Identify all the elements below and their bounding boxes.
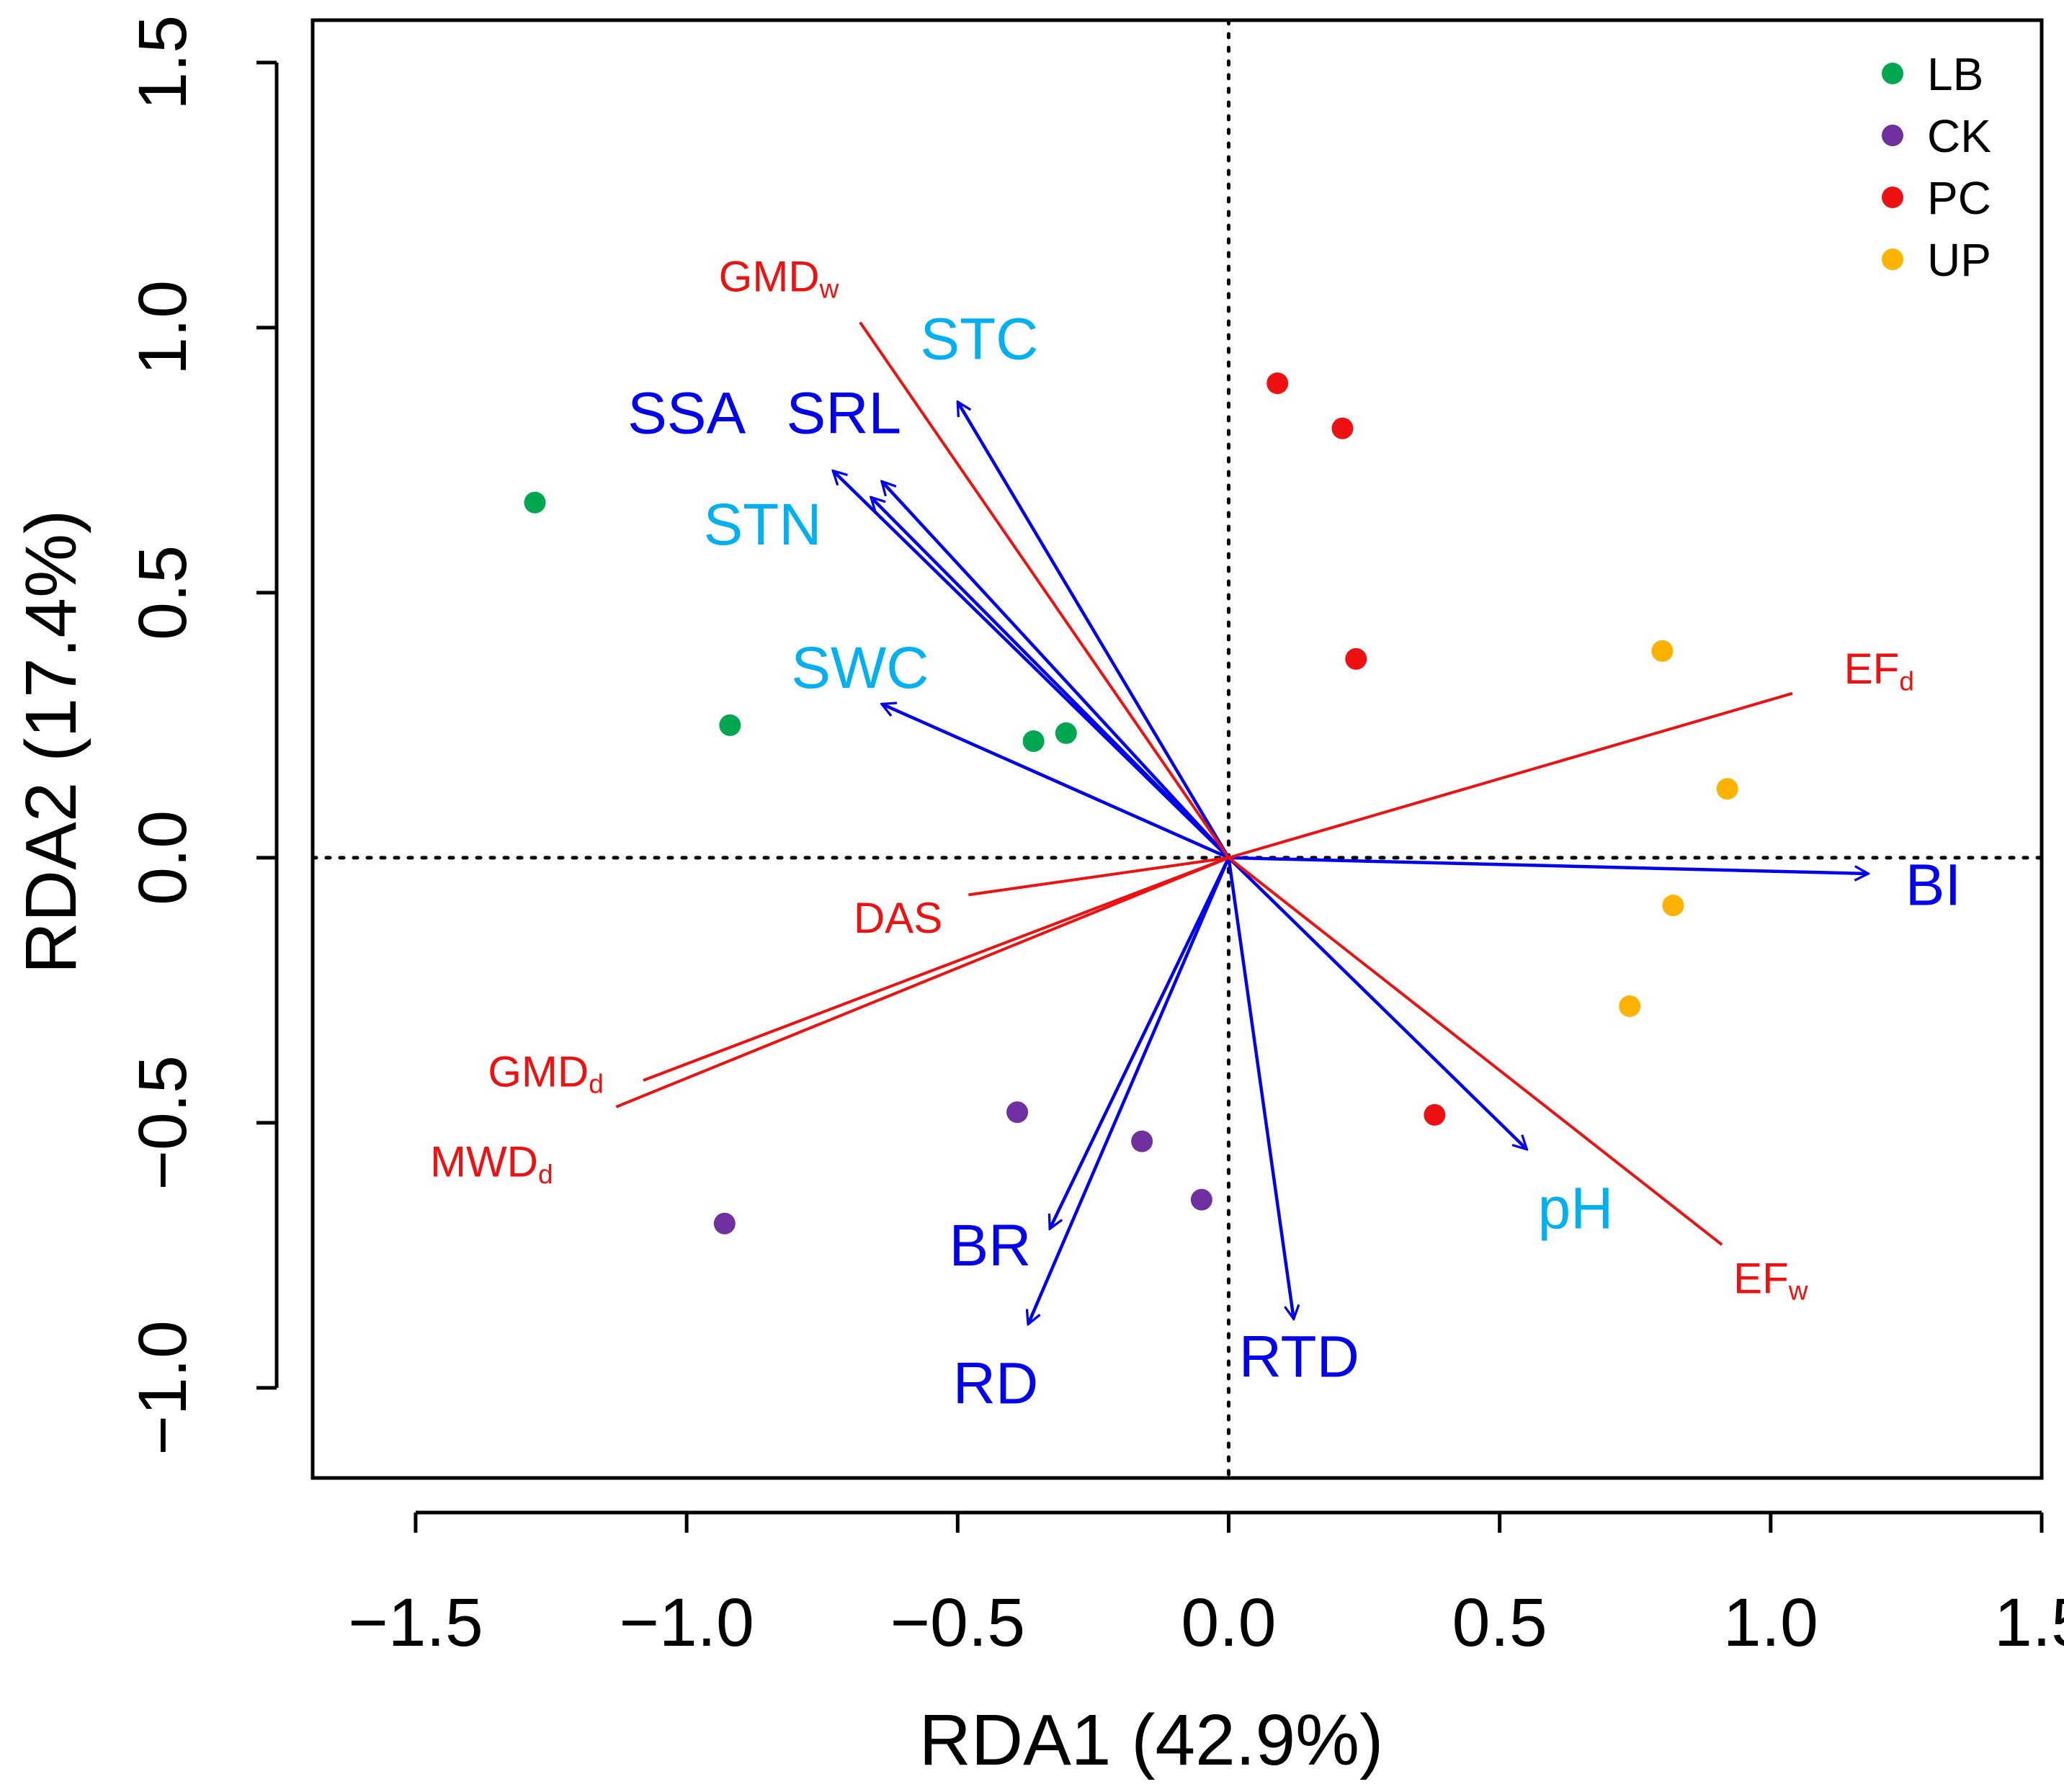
point-CK-1	[713, 1212, 736, 1235]
vector-GMDd	[643, 856, 1230, 1082]
plot-frame	[311, 18, 2044, 1480]
y-tick-label: −1.0	[125, 1320, 201, 1456]
x-axis-title: RDA1 (42.9%)	[919, 1700, 1384, 1780]
vector-RD	[1028, 856, 1230, 1325]
vector-STC	[956, 402, 1230, 859]
y-tick-label: 1.0	[125, 280, 201, 375]
x-axis: −1.5 −1.0 −0.5 0.0 0.5 1.0 1.5	[348, 1510, 2064, 1661]
legend-marker-CK	[1882, 125, 1903, 146]
legend-marker-UP	[1882, 248, 1903, 270]
label-EFw-subscript: w	[1788, 1276, 1808, 1305]
point-LB-1	[524, 491, 546, 514]
label-MWDd-subscript: d	[538, 1160, 553, 1189]
label-BR: BR	[949, 1213, 1031, 1278]
vector-BI	[1228, 856, 1868, 874]
y-tick-label: 0.0	[125, 810, 201, 905]
label-GMDd-subscript: d	[589, 1069, 604, 1098]
legend-marker-LB	[1882, 63, 1903, 84]
sample-points	[524, 372, 1738, 1235]
x-tick-label: 1.5	[1994, 1585, 2064, 1661]
vector-STN	[833, 471, 1230, 859]
label-STN: STN	[703, 492, 821, 557]
legend: LB CK PC UP	[1882, 48, 1991, 286]
y-tick-label: 1.5	[125, 15, 201, 110]
label-EFd-subscript: d	[1899, 666, 1914, 696]
label-pH: pH	[1538, 1176, 1614, 1242]
vector-pH	[1227, 856, 1527, 1150]
point-LB-4	[1055, 722, 1077, 744]
label-EFd: EFd	[1844, 645, 1914, 696]
point-UP-2	[1716, 778, 1738, 800]
label-SRL: SRL	[787, 381, 902, 447]
label-SWC: SWC	[791, 635, 929, 701]
vector-DAS	[968, 856, 1229, 897]
x-tick-label: −1.5	[348, 1585, 483, 1661]
label-STC: STC	[920, 307, 1038, 372]
point-CK-3	[1131, 1130, 1153, 1152]
label-RTD: RTD	[1239, 1325, 1359, 1390]
vector-SWC	[882, 704, 1230, 859]
y-axis-title: RDA2 (17.4%)	[11, 510, 91, 975]
point-UP-4	[1619, 995, 1641, 1017]
legend-label-LB: LB	[1927, 48, 1983, 100]
reference-lines	[313, 20, 2042, 1478]
x-tick-label: 0.0	[1181, 1585, 1276, 1661]
point-UP-1	[1651, 640, 1674, 662]
y-axis: −1.0 −0.5 0.0 0.5 1.0 1.5	[125, 15, 279, 1456]
point-PC-4	[1424, 1103, 1446, 1126]
vector-labels: STC SRL SSA STN SWC BI pH RTD BR RD GMDw EFd EFw DAS G…	[430, 252, 1961, 1416]
vector-EFw	[1228, 856, 1723, 1246]
x-tick-label: 1.0	[1723, 1585, 1818, 1661]
label-RD: RD	[953, 1351, 1038, 1417]
vector-GMDw	[859, 321, 1230, 859]
vector-MWDd	[615, 856, 1230, 1108]
label-SSA: SSA	[627, 381, 746, 447]
vector-EFd	[1228, 691, 1793, 859]
point-CK-2	[1006, 1101, 1029, 1124]
x-tick-label: −0.5	[890, 1585, 1026, 1661]
label-BI: BI	[1906, 853, 1961, 918]
legend-label-UP: UP	[1927, 234, 1991, 286]
label-GMDw-subscript: w	[819, 274, 839, 303]
point-UP-3	[1662, 895, 1684, 917]
x-tick-label: 0.5	[1452, 1585, 1547, 1661]
vector-RTD	[1227, 857, 1293, 1319]
y-tick-label: −0.5	[125, 1055, 201, 1191]
label-EFw: EFw	[1733, 1255, 1808, 1306]
legend-marker-PC	[1882, 187, 1903, 208]
environmental-vectors	[615, 321, 1868, 1325]
vector-BR	[1050, 856, 1230, 1229]
point-PC-2	[1331, 417, 1354, 439]
label-GMDd: GMDd	[488, 1047, 604, 1098]
point-LB-2	[719, 714, 741, 736]
point-LB-3	[1022, 730, 1045, 752]
legend-label-PC: PC	[1927, 172, 1991, 224]
point-CK-4	[1190, 1188, 1212, 1211]
legend-label-CK: CK	[1927, 110, 1991, 162]
label-MWDd: MWDd	[430, 1138, 553, 1189]
label-DAS: DAS	[854, 894, 942, 942]
label-GMDw: GMDw	[719, 252, 839, 303]
point-PC-3	[1345, 648, 1367, 670]
point-PC-1	[1266, 372, 1289, 395]
vector-SRL	[882, 481, 1230, 859]
x-tick-label: −1.0	[619, 1585, 754, 1661]
y-tick-label: 0.5	[125, 545, 201, 640]
